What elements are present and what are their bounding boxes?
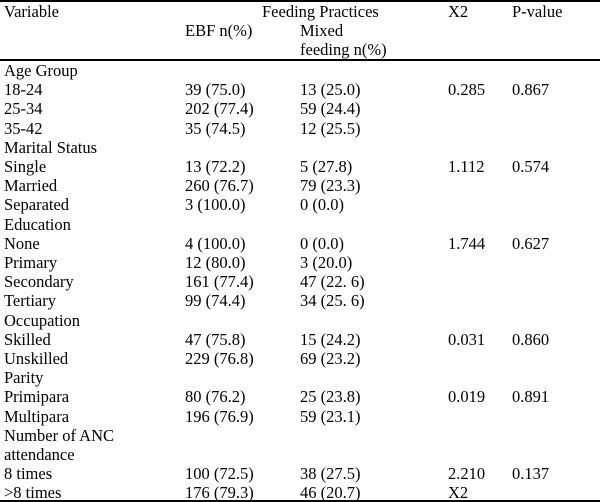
- bottom-rule: [0, 500, 600, 502]
- cell-variable: Unskilled: [4, 349, 69, 368]
- top-rule: [0, 0, 600, 2]
- cell-p-value: 0.891: [512, 387, 550, 407]
- cell-ebf: 12 (80.0): [185, 253, 246, 272]
- cell-variable: Parity: [4, 368, 44, 388]
- cell-variable: Age Group: [4, 61, 78, 80]
- cell-ebf: 100 (72.5): [185, 464, 254, 484]
- cell-variable: attendance: [4, 445, 75, 464]
- cell-variable: 25-34: [4, 99, 43, 119]
- cell-p-value: 0.867: [512, 80, 550, 100]
- cell-ebf: 47 (75.8): [185, 329, 246, 349]
- cell-variable: 35-42: [4, 118, 43, 138]
- cell-x2: 0.285: [448, 80, 486, 100]
- cell-variable: Number of ANC: [4, 425, 114, 445]
- cell-ebf: 196 (76.9): [185, 406, 254, 426]
- cell-mixed: 0 (0.0): [300, 195, 344, 215]
- cell-variable: None: [4, 233, 40, 253]
- cell-mixed: 79 (23.3): [300, 176, 361, 196]
- cell-variable: Primary: [4, 253, 58, 272]
- cell-ebf: 176 (79.3): [185, 483, 254, 502]
- cell-x2: 1.112: [448, 157, 485, 176]
- cell-ebf: 99 (74.4): [185, 291, 246, 311]
- cell-ebf: 80 (76.2): [185, 387, 246, 407]
- cell-mixed: 47 (22. 6): [300, 272, 365, 292]
- cell-ebf: 13 (72.2): [185, 157, 246, 176]
- cell-mixed: 46 (20.7): [300, 483, 361, 502]
- cell-variable: Single: [4, 157, 47, 176]
- cell-ebf: 3 (100.0): [185, 195, 246, 215]
- cell-ebf: 161 (77.4): [185, 272, 254, 292]
- cell-x2: 0.019: [448, 387, 486, 407]
- cell-variable: Multipara: [4, 406, 70, 426]
- cell-ebf: 202 (77.4): [185, 99, 254, 119]
- cell-ebf: 260 (76.7): [185, 176, 254, 196]
- cell-variable: Married: [4, 176, 58, 196]
- cell-variable: Tertiary: [4, 291, 56, 311]
- cell-mixed: 12 (25.5): [300, 118, 361, 138]
- cell-variable: Marital Status: [4, 137, 98, 157]
- cell-variable: Separated: [4, 195, 70, 215]
- cell-mixed: 0 (0.0): [300, 233, 344, 253]
- cell-mixed: 38 (27.5): [300, 464, 361, 484]
- header-mixed-line2: feeding n(%): [300, 40, 387, 59]
- cell-variable: Skilled: [4, 329, 51, 349]
- cell-variable: Education: [4, 214, 71, 234]
- cell-x2: 2.210: [448, 464, 486, 484]
- cell-p-value: 0.627: [512, 233, 550, 253]
- cell-mixed: 3 (20.0): [300, 253, 353, 272]
- cell-ebf: 229 (76.8): [185, 349, 254, 368]
- header-mixed-line1: Mixed: [300, 21, 344, 40]
- header-p-value: P-value: [512, 2, 563, 21]
- cell-ebf: 35 (74.5): [185, 118, 246, 138]
- cell-mixed: 15 (24.2): [300, 329, 361, 349]
- cell-mixed: 5 (27.8): [300, 157, 353, 176]
- cell-ebf: 4 (100.0): [185, 233, 246, 253]
- cell-x2: 1.744: [448, 233, 486, 253]
- cell-mixed: 59 (23.1): [300, 406, 361, 426]
- cell-variable: Secondary: [4, 272, 74, 292]
- cell-ebf: 39 (75.0): [185, 80, 246, 100]
- cell-mixed: 59 (24.4): [300, 99, 361, 119]
- header-feeding-practices: Feeding Practices: [262, 2, 379, 21]
- header-variable: Variable: [4, 2, 59, 21]
- cell-variable: >8 times: [4, 483, 62, 502]
- cell-variable: 8 times: [4, 464, 53, 484]
- cell-mixed: 34 (25. 6): [300, 291, 365, 311]
- cell-variable: 18-24: [4, 80, 43, 100]
- cell-mixed: 13 (25.0): [300, 80, 361, 100]
- header-ebf: EBF n(%): [185, 21, 253, 40]
- cell-variable: Occupation: [4, 310, 81, 330]
- cell-p-value: 0.860: [512, 329, 550, 349]
- cell-x2: X2: [448, 483, 469, 502]
- header-rule: [0, 59, 600, 61]
- cell-x2: 0.031: [448, 329, 486, 349]
- cell-mixed: 25 (23.8): [300, 387, 361, 407]
- cell-p-value: 0.137: [512, 464, 550, 484]
- cell-mixed: 69 (23.2): [300, 349, 361, 368]
- cell-variable: Primipara: [4, 387, 70, 407]
- header-x2: X2: [448, 2, 469, 21]
- cell-p-value: 0.574: [512, 157, 550, 176]
